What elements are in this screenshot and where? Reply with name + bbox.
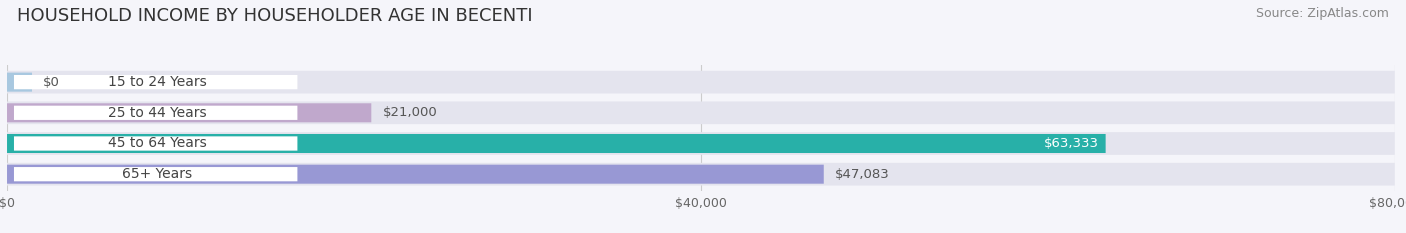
Text: $47,083: $47,083 bbox=[835, 168, 890, 181]
FancyBboxPatch shape bbox=[14, 136, 298, 151]
Text: 65+ Years: 65+ Years bbox=[122, 167, 193, 181]
FancyBboxPatch shape bbox=[14, 167, 298, 181]
Text: $63,333: $63,333 bbox=[1043, 137, 1098, 150]
FancyBboxPatch shape bbox=[7, 71, 1395, 93]
FancyBboxPatch shape bbox=[14, 75, 298, 89]
FancyBboxPatch shape bbox=[7, 101, 1395, 124]
FancyBboxPatch shape bbox=[14, 106, 298, 120]
FancyBboxPatch shape bbox=[7, 163, 1395, 185]
FancyBboxPatch shape bbox=[7, 134, 1105, 153]
Text: $21,000: $21,000 bbox=[382, 106, 437, 119]
Text: 25 to 44 Years: 25 to 44 Years bbox=[108, 106, 207, 120]
Text: 15 to 24 Years: 15 to 24 Years bbox=[108, 75, 207, 89]
FancyBboxPatch shape bbox=[7, 73, 32, 92]
FancyBboxPatch shape bbox=[7, 165, 824, 184]
Text: $0: $0 bbox=[44, 76, 60, 89]
Text: Source: ZipAtlas.com: Source: ZipAtlas.com bbox=[1256, 7, 1389, 20]
Text: HOUSEHOLD INCOME BY HOUSEHOLDER AGE IN BECENTI: HOUSEHOLD INCOME BY HOUSEHOLDER AGE IN B… bbox=[17, 7, 533, 25]
FancyBboxPatch shape bbox=[7, 132, 1395, 155]
FancyBboxPatch shape bbox=[7, 103, 371, 122]
Text: 45 to 64 Years: 45 to 64 Years bbox=[108, 137, 207, 151]
